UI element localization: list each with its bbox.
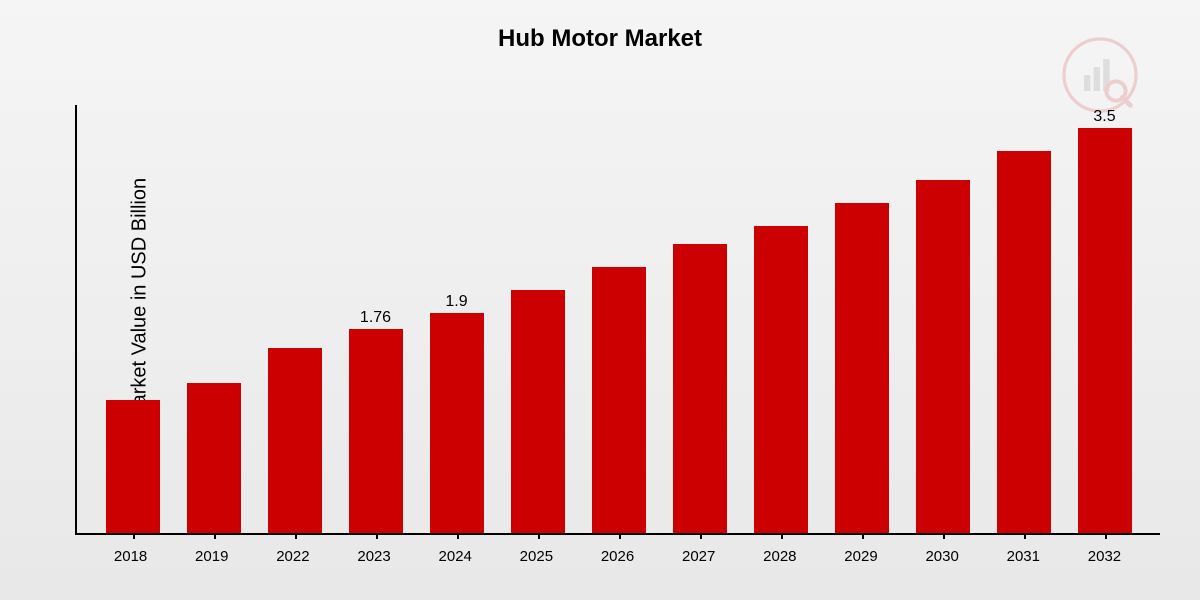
- x-axis-tick-label: 2023: [333, 548, 414, 565]
- bar: [916, 180, 970, 533]
- bar: [592, 267, 646, 533]
- bar-group: 1.9: [416, 105, 497, 533]
- bar: [106, 400, 160, 533]
- x-axis-tick-label: 2030: [902, 548, 983, 565]
- bar: [1078, 128, 1132, 533]
- chart-container: Hub Motor Market Market Value in USD Bil…: [0, 0, 1200, 600]
- bar: [430, 313, 484, 533]
- bar-value-label: 1.76: [360, 309, 391, 327]
- x-axis-tick-label: 2029: [820, 548, 901, 565]
- bar-value-label: 3.5: [1093, 108, 1115, 126]
- plot-area: 1.76 1.9 3.5: [75, 105, 1160, 535]
- bar-group: [173, 105, 254, 533]
- x-axis-tick: [1024, 533, 1026, 539]
- x-axis-labels: 2018201920222023202420252026202720282029…: [75, 548, 1160, 565]
- x-axis-tick: [943, 533, 945, 539]
- bar: [835, 203, 889, 533]
- bar: [997, 151, 1051, 533]
- bar-group: [659, 105, 740, 533]
- bar: [511, 290, 565, 533]
- bar: [187, 383, 241, 533]
- x-axis-tick-label: 2022: [252, 548, 333, 565]
- x-axis-tick: [862, 533, 864, 539]
- x-axis-tick-label: 2025: [496, 548, 577, 565]
- bar-group: 3.5: [1064, 105, 1145, 533]
- x-axis-tick: [457, 533, 459, 539]
- x-axis-tick-label: 2028: [739, 548, 820, 565]
- watermark-logo-icon: [1060, 35, 1140, 115]
- x-axis-tick: [376, 533, 378, 539]
- x-axis-tick: [538, 533, 540, 539]
- x-axis-tick: [295, 533, 297, 539]
- bar-group: [497, 105, 578, 533]
- x-axis-tick-label: 2032: [1064, 548, 1145, 565]
- bar-group: [983, 105, 1064, 533]
- bar: [268, 348, 322, 533]
- x-axis-tick-label: 2031: [983, 548, 1064, 565]
- bar-group: [578, 105, 659, 533]
- bar-group: [92, 105, 173, 533]
- bar: [754, 226, 808, 533]
- chart-title: Hub Motor Market: [498, 25, 702, 53]
- bar-group: [821, 105, 902, 533]
- x-axis-tick: [133, 533, 135, 539]
- x-axis-tick-label: 2024: [415, 548, 496, 565]
- x-axis-tick: [700, 533, 702, 539]
- bar-group: [740, 105, 821, 533]
- x-axis-tick: [619, 533, 621, 539]
- bars-wrapper: 1.76 1.9 3.5: [77, 105, 1160, 533]
- x-axis-tick: [214, 533, 216, 539]
- bar-value-label: 1.9: [445, 293, 467, 311]
- bar-group: [254, 105, 335, 533]
- bar-group: 1.76: [335, 105, 416, 533]
- x-axis-tick-label: 2018: [90, 548, 171, 565]
- bar-group: [902, 105, 983, 533]
- x-axis-tick: [1105, 533, 1107, 539]
- bar: [349, 329, 403, 533]
- x-axis-tick-label: 2019: [171, 548, 252, 565]
- x-axis-tick-label: 2027: [658, 548, 739, 565]
- bar: [673, 244, 727, 533]
- x-axis-tick: [781, 533, 783, 539]
- x-axis-tick-label: 2026: [577, 548, 658, 565]
